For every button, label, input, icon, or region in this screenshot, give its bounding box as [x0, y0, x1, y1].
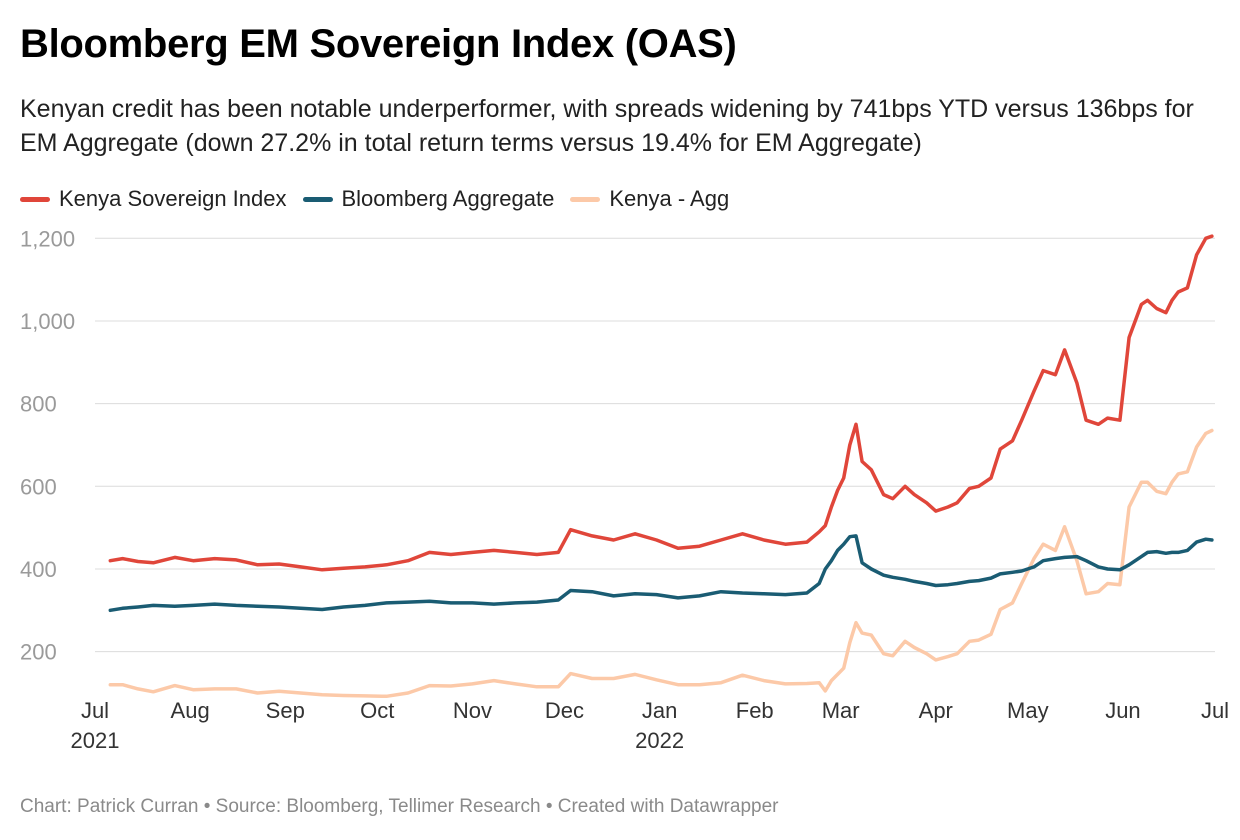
gridlines: [95, 237, 1215, 653]
legend-item-kenya: Kenya Sovereign Index: [20, 186, 287, 212]
x-tick-label: Nov: [453, 698, 492, 723]
x-tick-label: Dec: [545, 698, 584, 723]
y-tick-label: 1,000: [20, 309, 75, 334]
x-tick-label: Sep: [266, 698, 305, 723]
x-tick-label: Jan: [642, 698, 677, 723]
legend-label-kenya-agg: Kenya - Agg: [609, 186, 730, 211]
x-tick-label: May: [1007, 698, 1049, 723]
y-tick-label: 1,200: [20, 230, 75, 251]
x-tick-label: Mar: [822, 698, 860, 723]
x-tick-year-label: 2021: [71, 728, 120, 753]
x-tick-year-label: 2022: [635, 728, 684, 753]
x-tick-label: Aug: [171, 698, 210, 723]
x-tick-label: Jul: [1201, 698, 1229, 723]
y-tick-label: 400: [20, 557, 57, 582]
x-tick-label: Feb: [736, 698, 774, 723]
legend-label-kenya: Kenya Sovereign Index: [59, 186, 287, 211]
chart-title: Bloomberg EM Sovereign Index (OAS): [20, 22, 737, 66]
series-lines: [108, 234, 1214, 699]
series-line-bloomberg-aggregate: [108, 534, 1214, 613]
series-line-kenya-sovereign-index: [108, 234, 1214, 572]
line-chart: 200 400 600 800 1,000 1,200 Jul 2021 Aug Sep Oct N…: [20, 230, 1230, 753]
legend-swatch-kenya-agg: [570, 196, 601, 202]
chart-subtitle: Kenyan credit has been notable underperf…: [20, 95, 1194, 157]
series-line-kenya-agg: [108, 428, 1214, 699]
legend-item-kenya-agg: Kenya - Agg: [570, 186, 729, 212]
x-tick-label: Jun: [1105, 698, 1140, 723]
x-tick-label: Oct: [360, 698, 394, 723]
chart-credit: Chart: Patrick Curran • Source: Bloomber…: [20, 796, 779, 817]
legend-swatch-kenya: [20, 196, 50, 202]
y-tick-label: 800: [20, 392, 57, 417]
legend-label-aggregate: Bloomberg Aggregate: [341, 186, 555, 211]
legend-item-aggregate: Bloomberg Aggregate: [302, 186, 555, 212]
y-tick-label: 200: [20, 640, 57, 665]
chart-legend: Kenya Sovereign Index Bloomberg Aggregat…: [20, 186, 745, 212]
x-axis-ticks: Jul 2021 Aug Sep Oct Nov Dec Jan 2022 Feb Mar Apr Ma…: [71, 698, 1230, 753]
x-tick-label: Apr: [919, 698, 953, 723]
y-axis-ticks: 200 400 600 800 1,000 1,200: [20, 230, 75, 665]
y-tick-label: 600: [20, 474, 57, 499]
legend-swatch-aggregate: [302, 196, 333, 202]
x-tick-label: Jul: [81, 698, 109, 723]
